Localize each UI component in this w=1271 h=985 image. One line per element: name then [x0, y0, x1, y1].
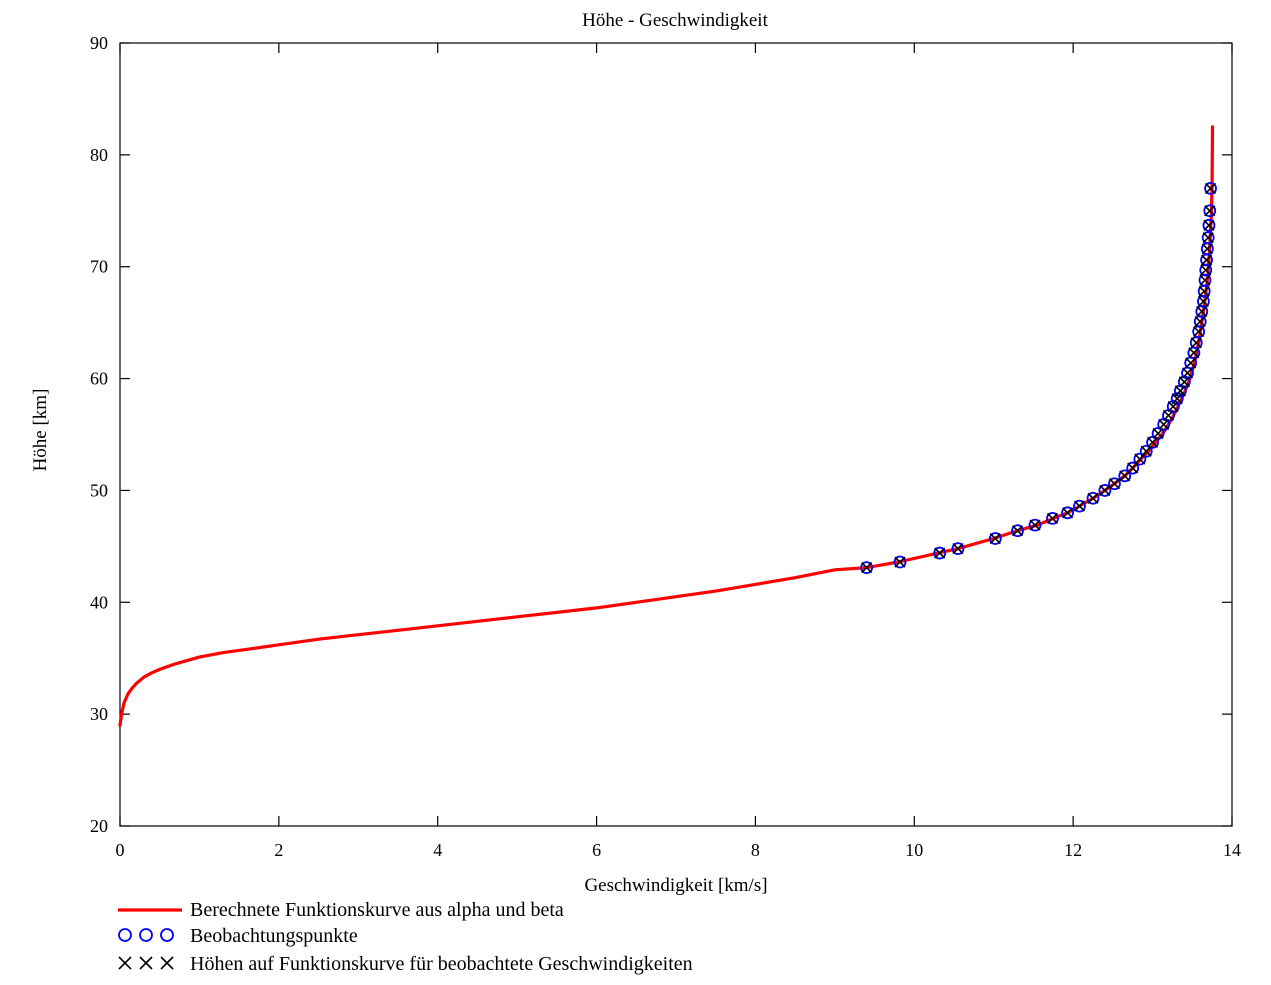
data-point-observation — [1201, 231, 1215, 245]
data-point-curve-height — [1193, 326, 1205, 338]
data-point-observation — [1108, 477, 1121, 491]
data-point-curve-height — [1099, 484, 1111, 496]
data-point-curve-height — [1134, 453, 1146, 465]
data-point-curve-height — [1196, 305, 1208, 318]
data-point-observation — [1204, 182, 1217, 195]
legend-symbol-x — [118, 956, 132, 970]
legend-label: Berechnete Funktionskurve aus alpha und … — [190, 899, 564, 921]
x-tick-label: 12 — [1064, 840, 1082, 860]
data-point-observation — [1166, 400, 1180, 413]
data-point-observation — [988, 532, 1002, 545]
data-point-curve-height — [1174, 385, 1186, 397]
data-point-curve-height — [1188, 347, 1200, 359]
data-point-observation — [1061, 506, 1074, 520]
x-tick-label: 6 — [592, 840, 601, 860]
y-axis-title: Höhe [km] — [30, 389, 51, 472]
plot-frame — [119, 42, 1233, 827]
legend-symbol-circle — [118, 928, 132, 942]
x-tick-label: 2 — [274, 840, 283, 860]
x-tick-label: 8 — [751, 840, 760, 860]
data-point-curve-height — [952, 543, 964, 555]
data-point-curve-height — [1185, 357, 1197, 369]
data-point-curve-height — [1147, 436, 1159, 448]
data-point-observation — [1202, 218, 1216, 232]
y-tick-label: 30 — [90, 704, 108, 724]
data-point-curve-height — [1178, 376, 1190, 388]
data-point-observation — [1146, 435, 1159, 449]
axis-ticks: 0 2 4 6 8 10 12 14 20 30 40 50 60 70 80 90 — [90, 33, 1241, 860]
data-point-curve-height — [1194, 315, 1206, 328]
data-point-curve-height — [1087, 492, 1099, 504]
data-point-observation — [1151, 426, 1165, 440]
data-point-observation — [1086, 491, 1100, 505]
y-tick-label: 80 — [90, 145, 108, 165]
data-point-curve-height — [1203, 219, 1215, 231]
data-point-curve-height — [894, 556, 906, 568]
data-point-curve-height — [1140, 445, 1152, 457]
y-tick-label: 40 — [90, 592, 108, 612]
y-tick-label: 70 — [90, 257, 108, 277]
x-tick-label: 0 — [116, 840, 125, 860]
data-point-curve-height — [1158, 418, 1170, 430]
data-point-curve-height — [1198, 285, 1210, 297]
data-point-curve-height — [1197, 295, 1209, 307]
data-point-observation — [1073, 499, 1086, 513]
data-point-curve-height — [1029, 519, 1041, 531]
legend-symbol-x — [160, 956, 174, 970]
x-tick-label: 4 — [433, 840, 442, 860]
data-point-observation — [1133, 452, 1147, 466]
x-tick-label: 10 — [905, 840, 923, 860]
data-point-observation — [1118, 469, 1132, 483]
y-tick-label: 20 — [90, 816, 108, 836]
data-point-observation — [1028, 518, 1042, 532]
data-point-observation — [1046, 511, 1059, 525]
data-point-observation — [1098, 484, 1112, 497]
legend-symbol-circle — [139, 928, 153, 942]
y-tick-label: 60 — [90, 369, 108, 389]
data-point-curve-height — [1171, 393, 1183, 405]
data-point-observation — [1139, 444, 1153, 458]
legend-symbol-x — [139, 956, 153, 970]
data-point-curve-height — [1190, 337, 1202, 349]
y-tick-label: 90 — [90, 33, 108, 53]
data-point-curve-height — [1201, 254, 1213, 266]
data-point-curve-height — [1152, 427, 1164, 439]
data-point-curve-height — [989, 532, 1001, 545]
data-point-curve-height — [1127, 462, 1139, 474]
data-point-observation — [933, 546, 947, 560]
data-point-curve-height — [1204, 205, 1216, 217]
series-line-computed-curve — [118, 125, 1215, 727]
x-tick-label: 14 — [1223, 840, 1241, 860]
data-point-observation — [1126, 461, 1140, 475]
data-point-observation — [860, 561, 874, 575]
data-point-curve-height — [1073, 500, 1086, 512]
plot-area — [118, 125, 1217, 727]
data-point-curve-height — [1046, 512, 1059, 524]
legend-symbol-circle — [160, 928, 174, 942]
data-point-curve-height — [1162, 409, 1175, 422]
data-point-curve-height — [1062, 507, 1074, 519]
data-point-curve-height — [861, 562, 873, 574]
data-point-curve-height — [1108, 478, 1121, 490]
legend-label: Beobachtungspunkte — [190, 925, 358, 947]
data-point-observation — [951, 542, 965, 555]
data-point-observation — [1203, 204, 1217, 218]
data-point-curve-height — [1202, 232, 1214, 244]
data-point-curve-height — [1201, 243, 1213, 255]
data-point-curve-height — [1204, 182, 1217, 194]
data-point-observation — [893, 555, 907, 569]
data-point-curve-height — [1181, 367, 1194, 379]
chart-title: Höhe - Geschwindigkeit — [582, 10, 768, 31]
y-tick-label: 50 — [90, 480, 108, 500]
data-point-curve-height — [934, 547, 946, 559]
x-axis-title: Geschwindigkeit [km/s] — [584, 875, 767, 896]
data-point-curve-height — [1011, 525, 1024, 537]
legend-label: Höhen auf Funktionskurve für beobachtete… — [190, 953, 693, 975]
data-point-curve-height — [1200, 264, 1212, 276]
legend: Berechnete Funktionskurve aus alpha und … — [118, 899, 693, 975]
data-point-curve-height — [1199, 274, 1211, 286]
data-point-curve-height — [1167, 400, 1179, 413]
data-point-observation — [1011, 524, 1024, 538]
